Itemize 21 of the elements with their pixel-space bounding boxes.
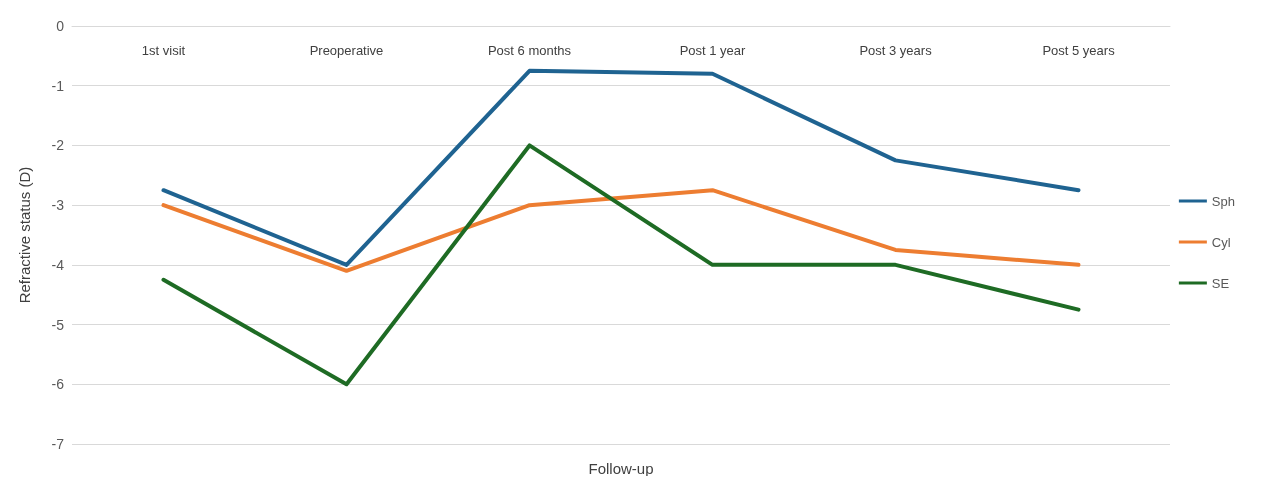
x-tick-label: Preoperative	[309, 43, 384, 58]
y-tick-label: -1	[51, 77, 65, 94]
y-tick-label: 0	[56, 18, 65, 34]
line-series	[161, 188, 1081, 273]
y-tick-label: -5	[51, 316, 65, 333]
x-tick-label: Post 6 months	[487, 43, 572, 58]
legend-label: Sph	[1211, 193, 1236, 209]
y-tick-label: -3	[51, 197, 65, 214]
y-tick-label: -2	[51, 137, 65, 154]
y-tick-label: -4	[51, 256, 65, 273]
x-tick-label: Post 5 years	[1042, 43, 1116, 58]
x-tick-label: Post 1 year	[679, 43, 747, 58]
line-series	[161, 143, 1081, 387]
x-tick-label: Post 3 years	[859, 43, 933, 58]
line-series	[161, 68, 1081, 267]
x-tick-label: 1st visit	[141, 43, 186, 58]
y-axis-title: Refractive status (D)	[16, 166, 33, 304]
legend-label: Cyl	[1211, 234, 1231, 250]
legend-label: SE	[1211, 275, 1230, 291]
y-tick-label: -7	[51, 436, 65, 452]
y-tick-label: -6	[51, 376, 65, 393]
